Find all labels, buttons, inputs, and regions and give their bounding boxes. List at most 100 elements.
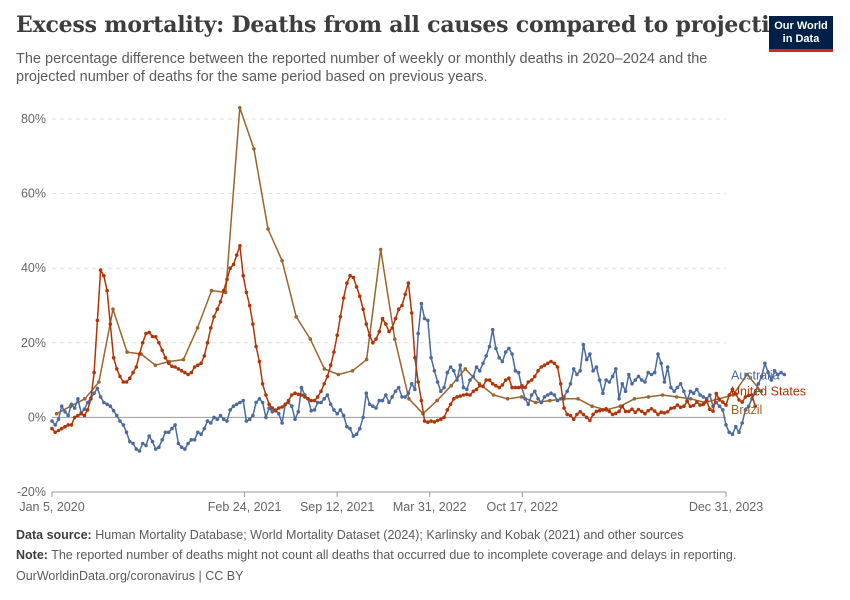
- data-point: [280, 421, 284, 425]
- data-point: [377, 398, 382, 403]
- data-point: [131, 370, 135, 375]
- data-point: [79, 411, 83, 416]
- data-point: [309, 398, 314, 403]
- data-point: [505, 397, 510, 401]
- data-point: [400, 395, 404, 399]
- data-point: [576, 397, 580, 401]
- data-point: [380, 398, 385, 403]
- data-point: [533, 374, 537, 379]
- data-point: [202, 426, 207, 431]
- data-point: [351, 275, 356, 280]
- data-point: [507, 376, 511, 381]
- data-point: [672, 389, 676, 394]
- data-point: [157, 341, 161, 345]
- data-point: [731, 393, 735, 397]
- data-point: [565, 412, 569, 417]
- data-point: [591, 412, 595, 417]
- y-tick-label: -20%: [17, 485, 46, 499]
- data-point: [128, 439, 132, 444]
- data-source-label: Data source:: [16, 528, 92, 542]
- data-point: [319, 400, 323, 405]
- data-point: [772, 369, 777, 373]
- data-point: [568, 413, 573, 418]
- data-point: [183, 447, 187, 451]
- data-point: [779, 370, 783, 375]
- data-point: [108, 404, 113, 409]
- data-point: [426, 318, 430, 323]
- data-point: [591, 369, 595, 373]
- line-chart: -20% 0% 20% 40% 60% 80% Jan 5, 2020 Feb 24, 20…: [17, 106, 806, 514]
- series-label[interactable]: Australia: [731, 369, 780, 383]
- data-point: [228, 266, 232, 271]
- data-point: [604, 378, 608, 382]
- data-point: [640, 378, 644, 382]
- logo-line-1: Our World: [774, 20, 828, 32]
- data-point: [500, 359, 505, 364]
- data-point: [487, 344, 492, 349]
- data-point: [189, 438, 194, 442]
- data-point: [471, 374, 476, 379]
- data-point: [315, 395, 320, 399]
- data-point: [529, 378, 534, 382]
- data-source: Data source: Human Mortality Database; W…: [16, 528, 683, 542]
- data-point: [536, 397, 540, 401]
- data-point: [753, 391, 757, 396]
- data-point: [630, 382, 634, 386]
- data-point: [181, 357, 186, 362]
- data-point: [539, 400, 544, 405]
- data-point: [571, 417, 576, 422]
- data-point: [529, 393, 534, 397]
- series-united-states[interactable]: [50, 244, 757, 435]
- data-point: [192, 438, 197, 442]
- data-point: [89, 397, 93, 401]
- data-point: [695, 400, 699, 404]
- data-point: [163, 430, 168, 435]
- data-point: [743, 395, 748, 399]
- data-point: [218, 413, 223, 418]
- data-point: [727, 393, 731, 397]
- data-point: [378, 247, 383, 252]
- data-point: [494, 346, 498, 351]
- data-point: [98, 268, 103, 272]
- data-point: [763, 361, 767, 366]
- data-point: [251, 322, 255, 326]
- data-point: [746, 404, 751, 409]
- data-point: [111, 355, 116, 360]
- data-point: [614, 411, 618, 416]
- data-point: [199, 361, 203, 366]
- data-point: [627, 409, 631, 414]
- data-point: [390, 395, 395, 399]
- data-point: [147, 434, 151, 438]
- data-point: [449, 383, 454, 388]
- data-point: [463, 367, 468, 371]
- data-point: [533, 400, 538, 405]
- data-point: [549, 391, 553, 396]
- data-point: [662, 411, 667, 415]
- data-point: [234, 253, 239, 257]
- data-point: [632, 397, 637, 401]
- series-label[interactable]: United States: [731, 384, 806, 398]
- data-point: [140, 441, 145, 446]
- data-point: [218, 300, 223, 304]
- data-point: [455, 395, 459, 399]
- data-point: [552, 393, 557, 397]
- x-tick-label: Dec 31, 2023: [689, 500, 763, 514]
- data-point: [76, 397, 80, 401]
- series-australia[interactable]: [50, 301, 787, 453]
- data-point: [448, 402, 453, 407]
- credit-link[interactable]: OurWorldinData.org/coronavirus | CC BY: [16, 569, 244, 583]
- series-line[interactable]: [51, 245, 756, 434]
- data-point: [189, 370, 194, 375]
- data-point: [656, 352, 660, 356]
- series-label[interactable]: Brazil: [731, 403, 762, 417]
- data-point: [82, 407, 87, 412]
- series-brazil[interactable]: [54, 106, 763, 416]
- data-point: [477, 369, 482, 373]
- data-point: [575, 412, 579, 417]
- owid-logo[interactable]: Our World in Data: [769, 16, 833, 52]
- data-point: [160, 438, 164, 442]
- data-point: [416, 331, 421, 336]
- data-point: [542, 395, 547, 399]
- data-point: [406, 281, 411, 285]
